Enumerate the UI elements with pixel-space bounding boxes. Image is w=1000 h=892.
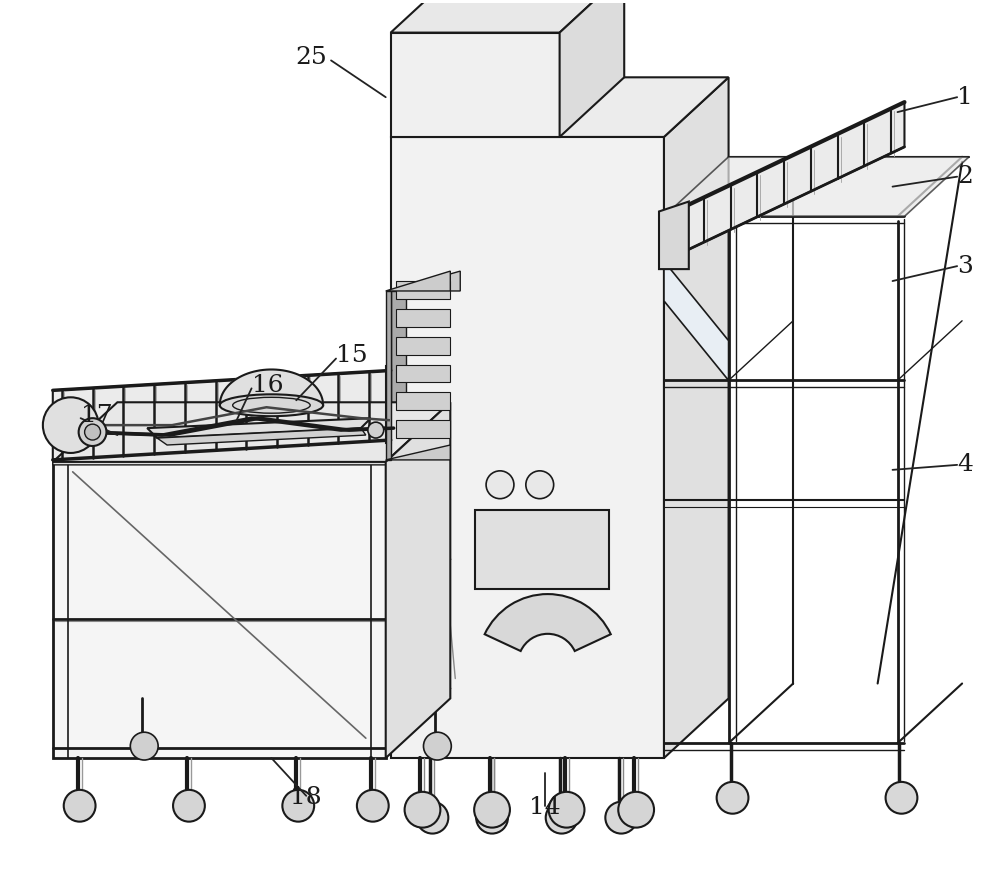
Polygon shape bbox=[220, 369, 323, 405]
Polygon shape bbox=[391, 33, 560, 137]
Circle shape bbox=[526, 471, 554, 499]
Circle shape bbox=[423, 732, 451, 760]
Circle shape bbox=[486, 471, 514, 499]
Polygon shape bbox=[53, 370, 391, 460]
Circle shape bbox=[549, 792, 584, 828]
Polygon shape bbox=[664, 261, 729, 380]
Circle shape bbox=[64, 789, 96, 822]
Circle shape bbox=[546, 802, 578, 833]
Polygon shape bbox=[386, 445, 450, 460]
Circle shape bbox=[405, 792, 440, 828]
Polygon shape bbox=[157, 428, 366, 445]
Text: 4: 4 bbox=[957, 453, 973, 476]
Circle shape bbox=[282, 789, 314, 822]
Ellipse shape bbox=[220, 394, 323, 417]
Text: 18: 18 bbox=[290, 786, 322, 809]
Polygon shape bbox=[659, 202, 689, 269]
Text: 2: 2 bbox=[957, 165, 973, 188]
Text: 14: 14 bbox=[529, 797, 561, 819]
Polygon shape bbox=[396, 309, 450, 326]
Polygon shape bbox=[391, 0, 624, 33]
Text: 1: 1 bbox=[957, 86, 973, 109]
Polygon shape bbox=[53, 440, 391, 465]
Polygon shape bbox=[396, 392, 450, 410]
Circle shape bbox=[357, 789, 389, 822]
Polygon shape bbox=[396, 365, 450, 383]
Circle shape bbox=[605, 802, 637, 833]
Text: 15: 15 bbox=[336, 344, 368, 368]
Circle shape bbox=[417, 802, 448, 833]
Polygon shape bbox=[386, 402, 450, 758]
Polygon shape bbox=[391, 291, 406, 540]
Circle shape bbox=[618, 792, 654, 828]
Circle shape bbox=[130, 732, 158, 760]
Circle shape bbox=[886, 782, 917, 814]
Polygon shape bbox=[475, 509, 609, 589]
Polygon shape bbox=[386, 271, 450, 291]
Text: 17: 17 bbox=[81, 404, 112, 426]
Polygon shape bbox=[391, 271, 460, 291]
Polygon shape bbox=[396, 336, 450, 355]
Circle shape bbox=[43, 397, 99, 453]
Polygon shape bbox=[53, 462, 386, 758]
Text: 16: 16 bbox=[252, 374, 283, 397]
Polygon shape bbox=[391, 78, 729, 137]
Polygon shape bbox=[664, 78, 729, 758]
Circle shape bbox=[474, 792, 510, 828]
Circle shape bbox=[85, 424, 101, 440]
Polygon shape bbox=[391, 137, 664, 758]
Circle shape bbox=[79, 418, 106, 446]
Polygon shape bbox=[396, 281, 450, 299]
Text: 25: 25 bbox=[295, 45, 327, 69]
Polygon shape bbox=[664, 157, 969, 217]
Polygon shape bbox=[53, 402, 450, 462]
Circle shape bbox=[717, 782, 748, 814]
Polygon shape bbox=[396, 420, 450, 438]
Circle shape bbox=[476, 802, 508, 833]
Text: 3: 3 bbox=[957, 254, 973, 277]
Polygon shape bbox=[386, 291, 391, 460]
Polygon shape bbox=[147, 418, 371, 438]
Circle shape bbox=[173, 789, 205, 822]
Polygon shape bbox=[664, 103, 904, 261]
Polygon shape bbox=[386, 366, 391, 443]
Polygon shape bbox=[560, 0, 624, 137]
Circle shape bbox=[368, 422, 384, 438]
Wedge shape bbox=[485, 594, 611, 651]
